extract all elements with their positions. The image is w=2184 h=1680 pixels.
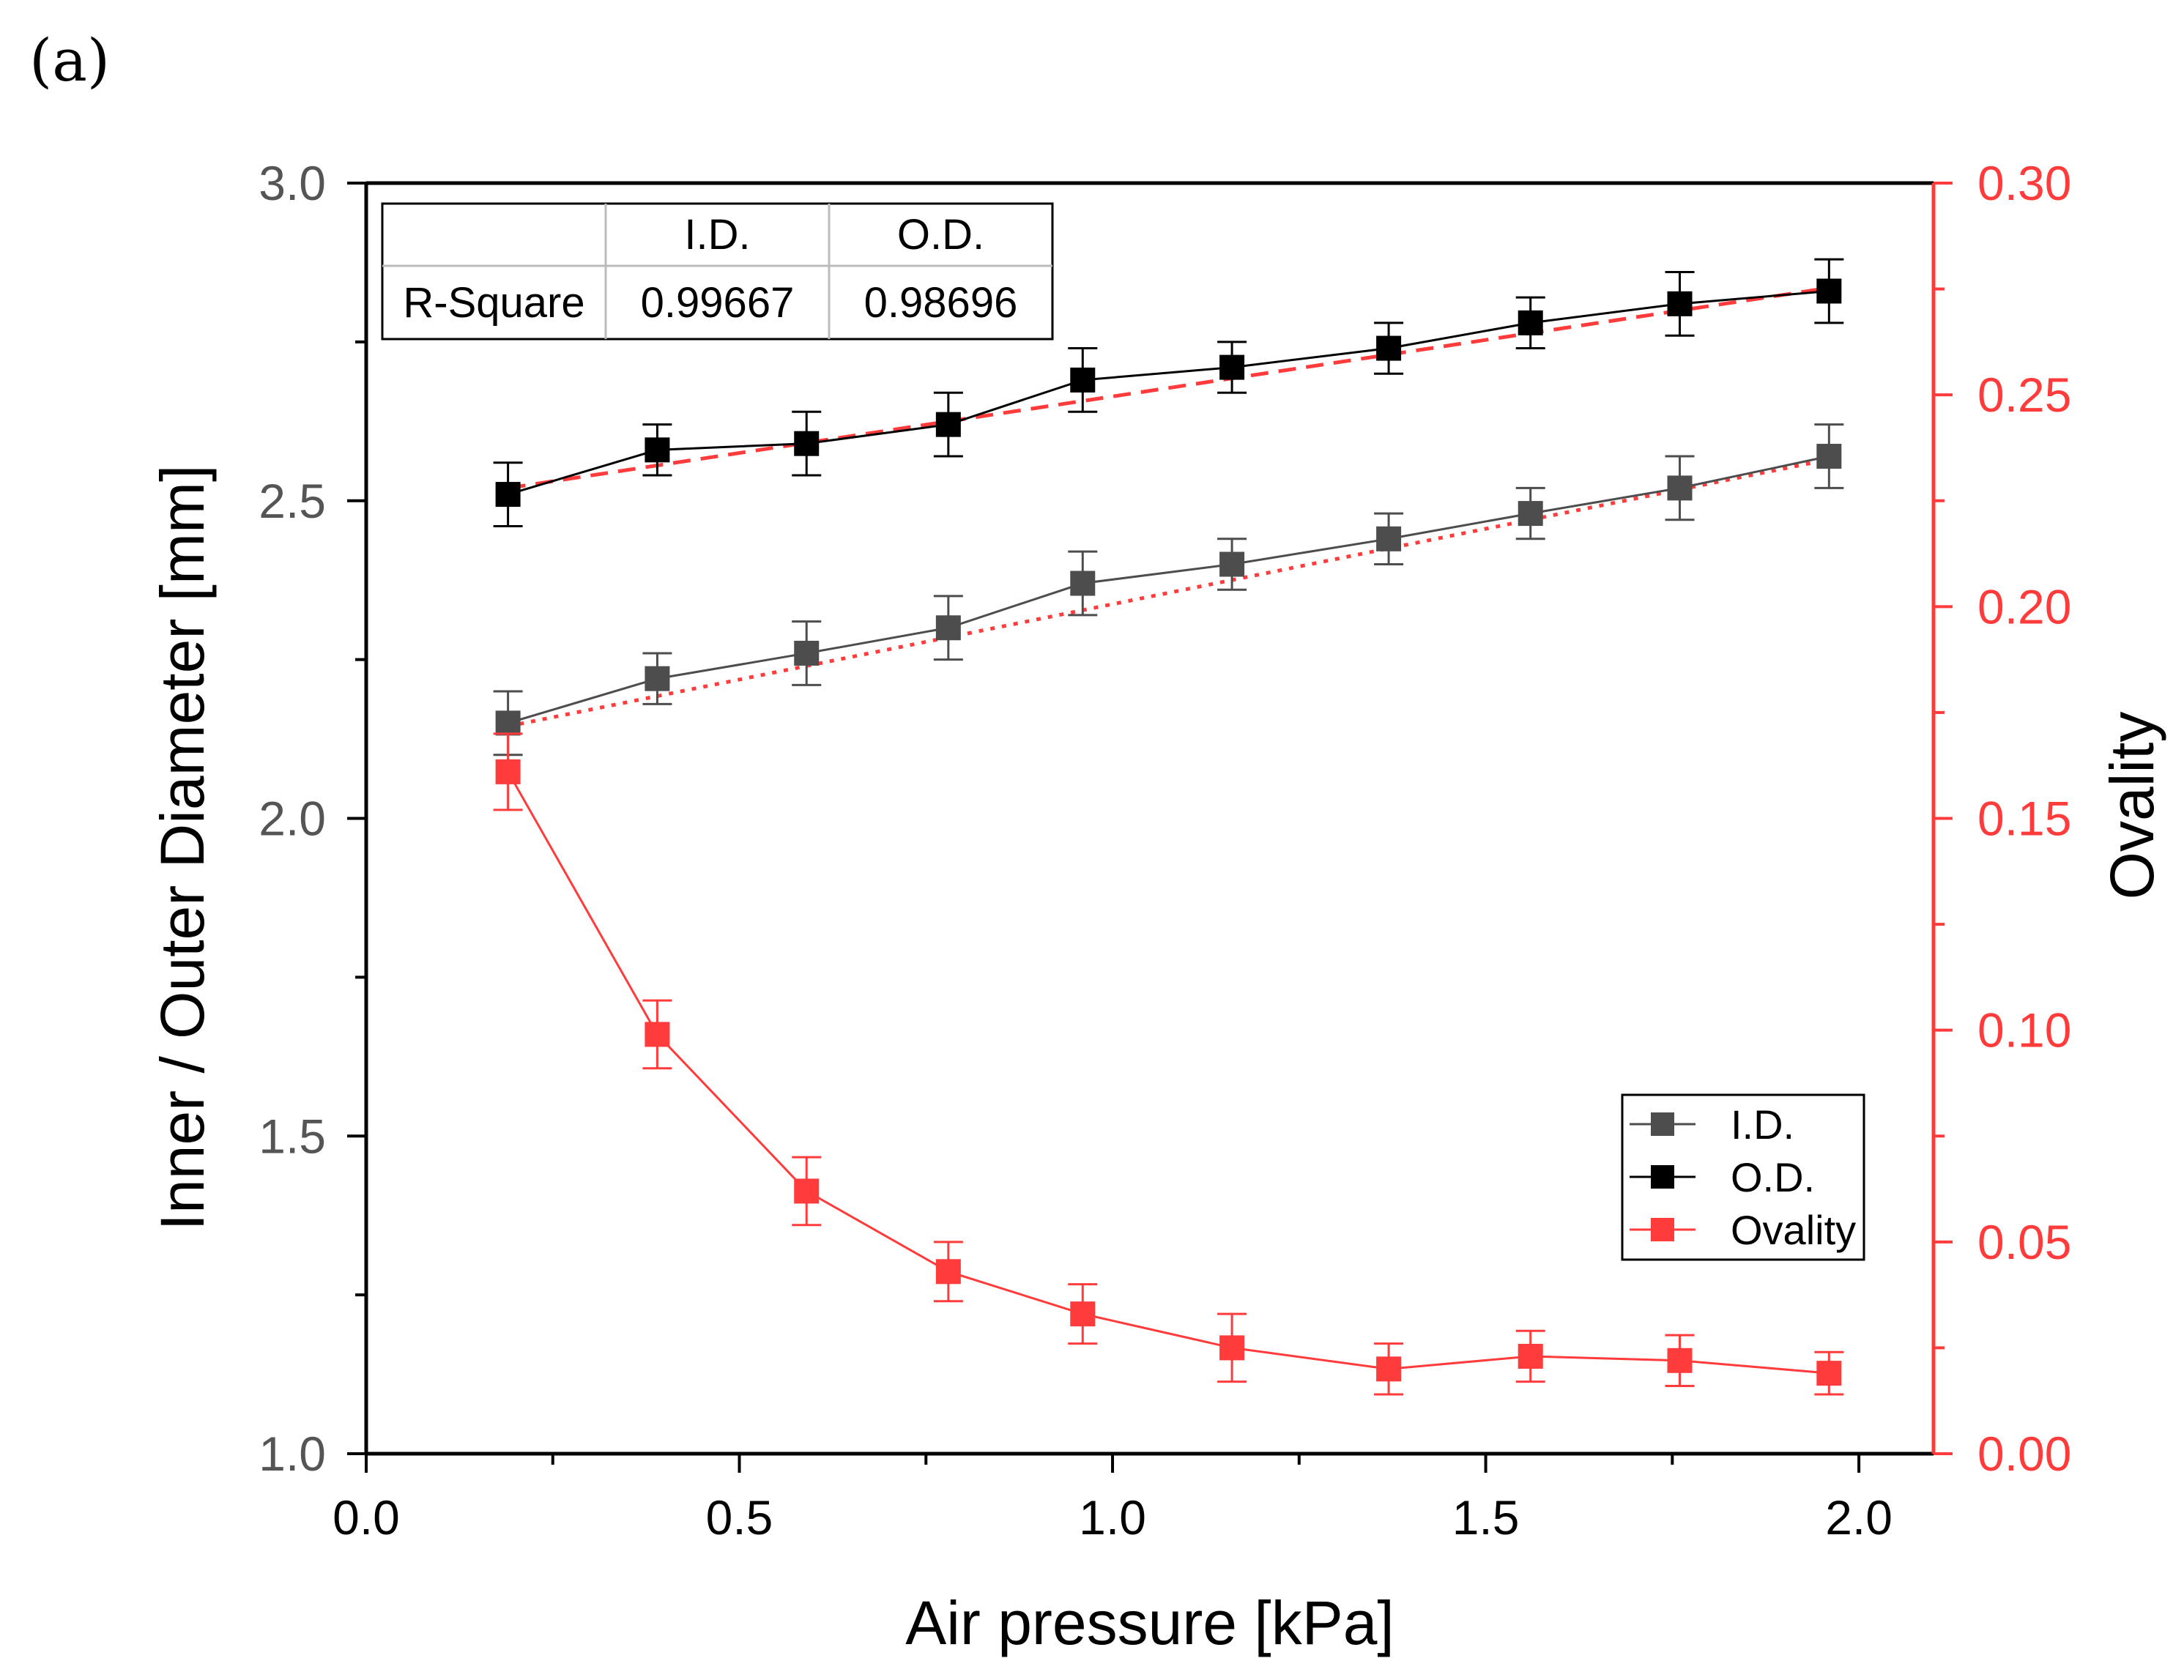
data-point-id (1376, 526, 1402, 551)
y2-tick-label: 0.25 (1977, 368, 2071, 422)
data-point-id (794, 640, 820, 666)
y2-axis-title: Ovality (2098, 712, 2166, 900)
y-tick-label: 2.5 (259, 474, 326, 528)
series-id (493, 423, 1844, 757)
legend-label: O.D. (1731, 1154, 1815, 1200)
data-point-id (1518, 501, 1543, 527)
data-point-ovality (1376, 1356, 1402, 1382)
legend-label: Ovality (1731, 1207, 1856, 1253)
x-tick-label: 2.0 (1825, 1490, 1893, 1545)
x-tick-label: 0.5 (706, 1490, 773, 1545)
data-point-od (495, 482, 521, 508)
x-tick-label: 1.5 (1452, 1490, 1520, 1545)
y-tick-label: 3.0 (259, 156, 326, 210)
fit-line-id (508, 457, 1830, 729)
data-point-ovality (1518, 1343, 1543, 1369)
y2-tick-label: 0.05 (1977, 1215, 2071, 1269)
y2-tick-label: 0.15 (1977, 792, 2071, 846)
data-point-id (495, 710, 521, 736)
data-point-id (645, 666, 670, 691)
legend-marker (1651, 1165, 1674, 1189)
table-row-label: R-Square (403, 279, 584, 327)
data-point-id (1816, 444, 1842, 469)
y2-tick-label: 0.00 (1977, 1427, 2071, 1481)
data-point-od (1070, 367, 1096, 393)
data-point-od (794, 431, 820, 456)
y-tick-label: 1.0 (259, 1427, 326, 1481)
data-point-id (1667, 475, 1693, 501)
data-point-od (1376, 335, 1402, 361)
table-cell: 0.98696 (864, 279, 1018, 327)
series-line-ovality (507, 771, 1830, 1375)
data-point-ovality (1816, 1361, 1842, 1386)
y2-tick-label: 0.30 (1977, 156, 2071, 210)
data-point-ovality (794, 1178, 820, 1204)
fit-line-od (508, 286, 1830, 490)
data-point-od (1518, 310, 1543, 335)
series-od (493, 258, 1844, 527)
legend: I.D. O.D. Ovality (1621, 1093, 1865, 1261)
table-header: I.D. (684, 211, 750, 259)
data-point-ovality (645, 1022, 670, 1047)
y2-tick-label: 0.10 (1977, 1003, 2071, 1058)
data-point-id (1219, 551, 1245, 577)
data-point-od (1816, 278, 1842, 304)
plot-area: 0.0 0.5 1.0 1.5 2.0 1.0 1.5 2.0 2.5 3.0 0.00 0.05 0.… (148, 156, 2166, 1657)
data-point-id (1070, 570, 1096, 596)
legend-marker (1651, 1218, 1674, 1241)
series-line-id (508, 455, 1830, 724)
table-frame (381, 202, 1054, 341)
y-axis-title: Inner / Outer Diameter [mm] (148, 465, 217, 1231)
data-point-ovality (1070, 1301, 1096, 1327)
data-point-od (1667, 291, 1693, 316)
table-header: O.D. (897, 211, 984, 259)
y-tick-label: 1.5 (259, 1109, 326, 1163)
series-ovality (493, 732, 1844, 1396)
data-point-od (1219, 354, 1245, 380)
data-point-ovality (495, 759, 521, 784)
data-point-ovality (935, 1259, 961, 1285)
data-point-id (935, 615, 961, 641)
series-line-od (508, 289, 1830, 496)
r-square-table: I.D. O.D. R-Square 0.99667 0.98696 (381, 202, 1054, 341)
table-cell: 0.99667 (641, 279, 795, 327)
data-point-ovality (1667, 1348, 1693, 1373)
data-point-od (645, 437, 670, 463)
legend-marker (1651, 1112, 1674, 1136)
panel-label: (a) (29, 26, 110, 94)
y2-tick-label: 0.20 (1977, 579, 2071, 633)
y-tick-label: 2.0 (259, 792, 326, 846)
x-tick-label: 1.0 (1079, 1490, 1146, 1545)
x-tick-label: 0.0 (333, 1490, 400, 1545)
data-point-ovality (1219, 1335, 1245, 1361)
legend-label: I.D. (1731, 1101, 1794, 1148)
x-axis-title: Air pressure [kPa] (905, 1588, 1394, 1657)
data-point-od (935, 412, 961, 437)
